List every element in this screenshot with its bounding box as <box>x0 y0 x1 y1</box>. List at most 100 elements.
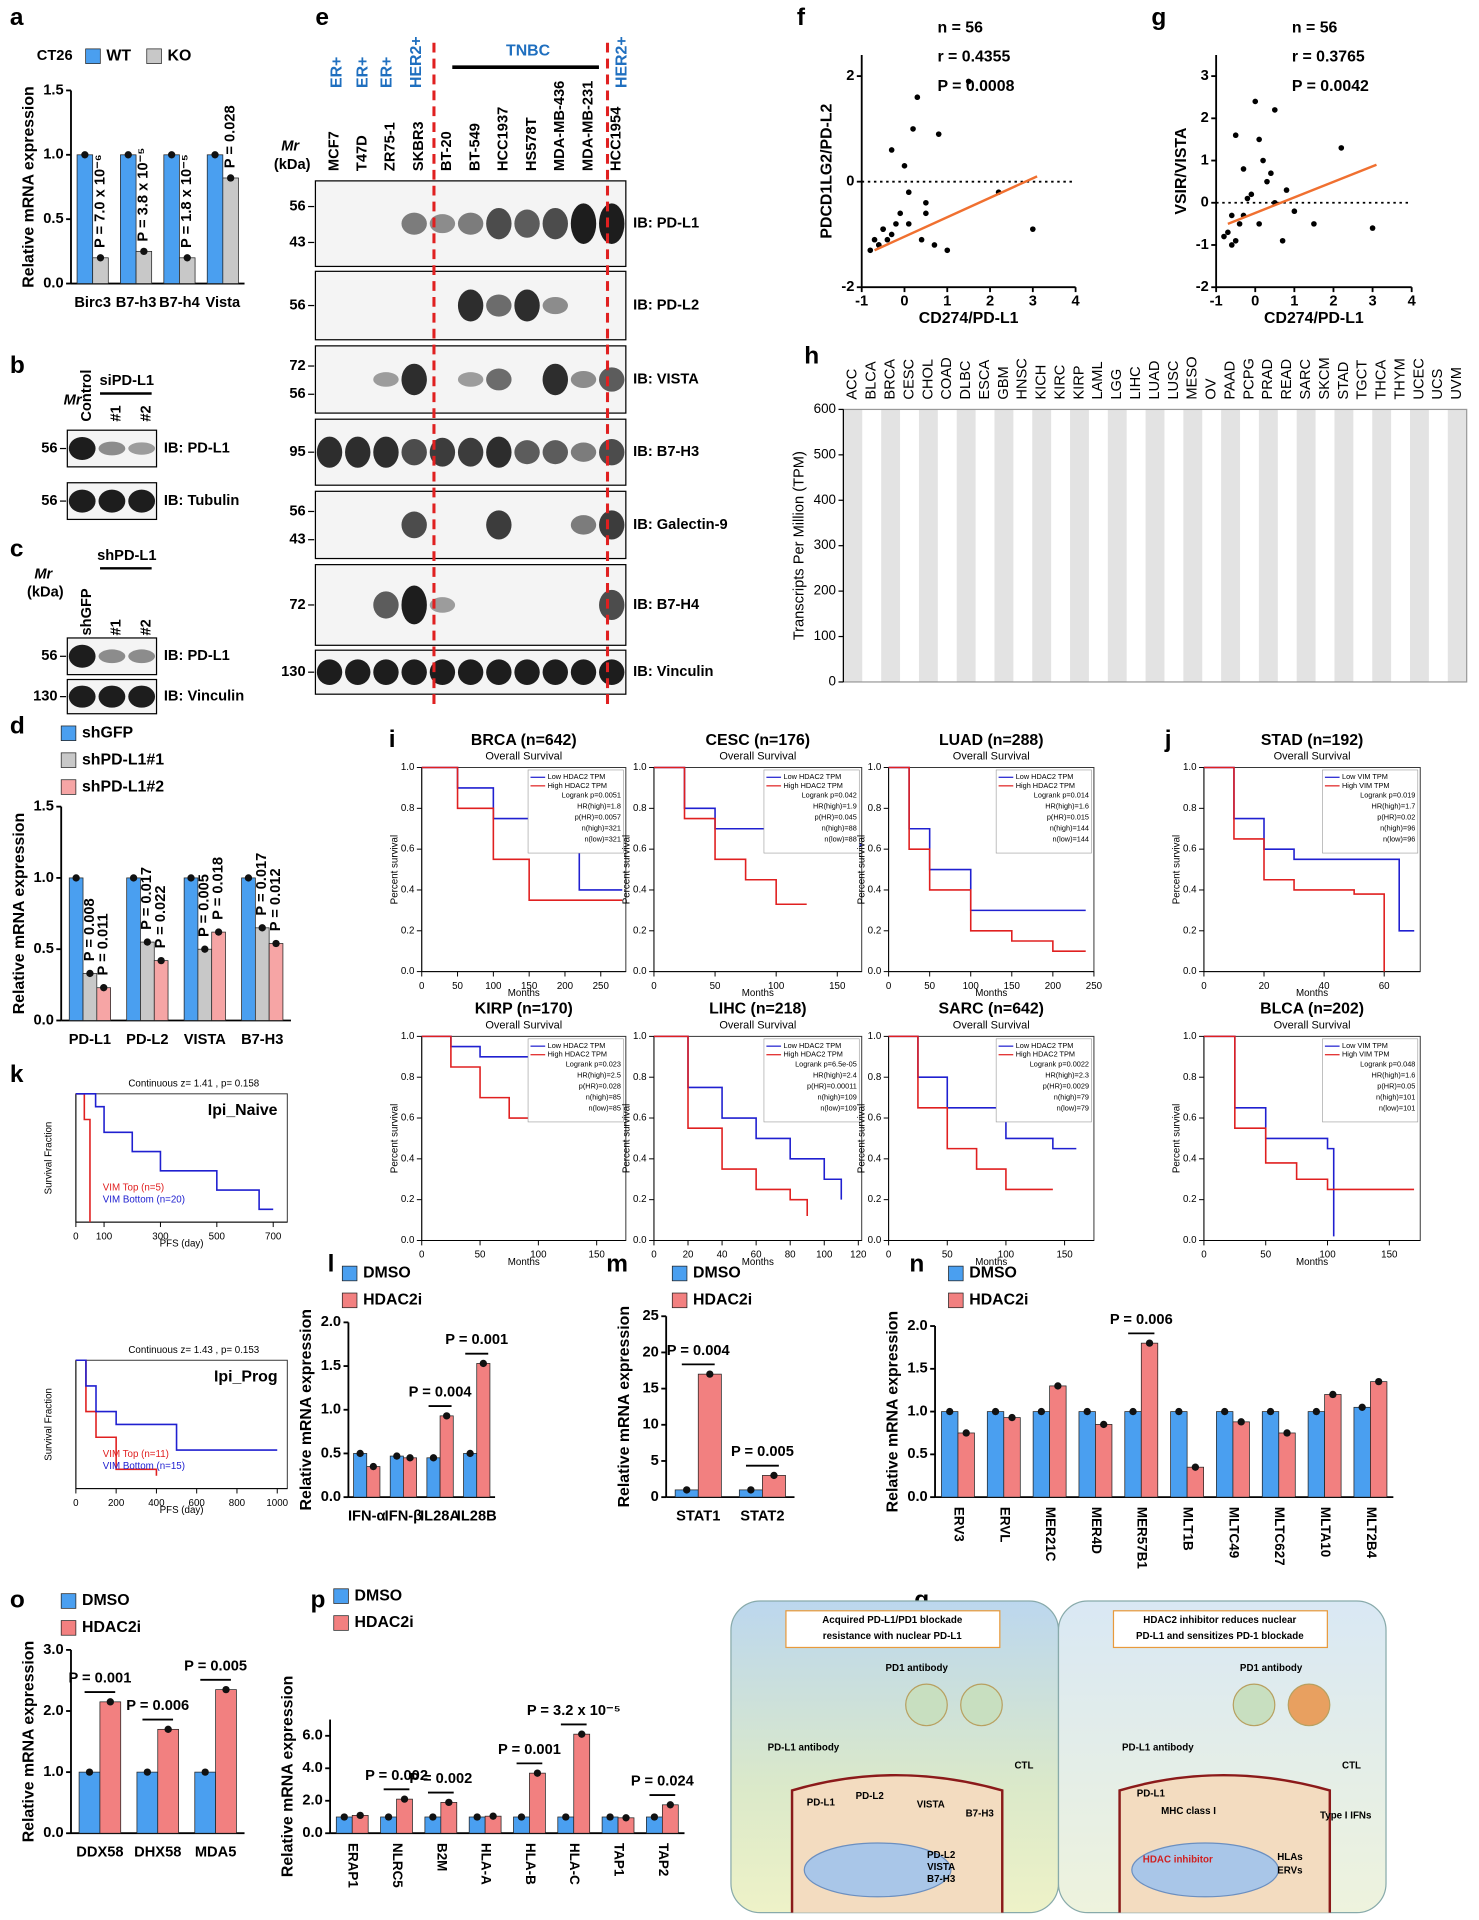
legend-label: High HDAC2 TPM <box>1016 1050 1075 1059</box>
legend-swatch <box>333 1588 349 1604</box>
legend-label: High HDAC2 TPM <box>783 781 842 790</box>
legend-label: High HDAC2 TPM <box>783 1050 842 1059</box>
x-tick-label: LAML <box>1090 361 1106 399</box>
bar-dot <box>1083 1407 1091 1416</box>
legend-stat: HR(high)=1.6 <box>1372 1070 1416 1079</box>
blot-band <box>514 289 540 322</box>
x-tick-label: 0 <box>886 1250 892 1261</box>
y-tick-label: 0.0 <box>633 1235 647 1246</box>
y-axis-label: Survival Fraction <box>44 1388 55 1461</box>
survival-curve <box>75 1093 274 1211</box>
lane-label: SKBR3 <box>411 121 427 171</box>
y-tick-label: 0.8 <box>1183 1072 1197 1083</box>
bar-dot <box>183 254 191 262</box>
panel-label: o <box>10 1586 25 1613</box>
bar-dot <box>562 1813 570 1821</box>
legend-stat: n(high)=109 <box>817 1092 856 1101</box>
p-value: P = 0.002 <box>409 1771 472 1787</box>
x-tick-label: LIHC <box>1128 366 1144 400</box>
category-band <box>1372 409 1392 682</box>
legend-box <box>527 769 624 854</box>
legend-stat: p(HR)=0.02 <box>1377 813 1415 822</box>
bar <box>439 1415 454 1498</box>
y-tick-label: 0 <box>1201 195 1209 211</box>
x-tick-label: VISTA <box>184 1032 226 1048</box>
y-tick-label: 0.5 <box>907 1446 927 1462</box>
y-tick-label: 0.8 <box>868 803 882 814</box>
legend-label: Low HDAC2 TPM <box>1016 1041 1074 1050</box>
bar <box>1216 1411 1234 1498</box>
bar-dot <box>650 1813 659 1821</box>
bar-dot <box>429 1813 437 1821</box>
y-tick-label: 0.5 <box>33 941 53 957</box>
x-tick-label: 60 <box>1379 981 1390 992</box>
x-tick-label: 250 <box>1086 981 1103 992</box>
y-tick-label: 0.2 <box>633 925 647 936</box>
y-tick-label: 0.6 <box>868 1113 882 1124</box>
x-tick-label: ERV3 <box>951 1507 966 1542</box>
bar <box>941 1411 959 1498</box>
y-tick-label: 0.8 <box>868 1072 882 1083</box>
blot-band <box>98 489 126 513</box>
bar <box>403 1457 417 1498</box>
y-tick-label: 0.2 <box>1183 925 1197 936</box>
x-tick-label: IFN-α <box>348 1509 386 1525</box>
point <box>871 236 878 243</box>
bar-dot <box>211 151 219 159</box>
y-tick-label: 0.6 <box>401 844 415 855</box>
bar <box>222 177 239 284</box>
legend-swatch <box>333 1615 349 1631</box>
bar-dot <box>96 254 105 262</box>
point <box>905 189 912 196</box>
x-axis-label: CD274/PD-L1 <box>919 310 1019 327</box>
x-tick-label: 0 <box>1251 294 1259 310</box>
blot-label: IB: PD-L1 <box>164 648 230 664</box>
chart-subtitle: Overall Survival <box>953 1019 1030 1031</box>
x-tick-label: KIRC <box>1052 364 1068 399</box>
blot-label: IB: VISTA <box>633 371 699 387</box>
blot-panel <box>314 345 627 414</box>
y-tick-label: 0.2 <box>401 1194 415 1205</box>
marker-label: 56 <box>41 648 57 664</box>
bar <box>1049 1385 1067 1498</box>
x-tick-label: 200 <box>557 981 574 992</box>
legend-title: CT26 <box>37 48 73 64</box>
bar <box>215 1689 237 1834</box>
legend-label: Low HDAC2 TPM <box>548 772 606 781</box>
diagram-label: CTL <box>1014 1761 1033 1772</box>
annotation: n = 56 <box>1292 19 1338 36</box>
p-value: P = 7.0 x 10⁻⁶ <box>92 154 108 248</box>
y-axis-label: Percent survival <box>622 835 633 904</box>
bar-dot <box>100 984 108 992</box>
blot-band <box>599 367 625 392</box>
category-band <box>1296 409 1316 682</box>
bar-dot <box>143 1768 152 1776</box>
y-tick-label: 0.6 <box>401 1113 415 1124</box>
p-value: P = 0.022 <box>153 885 169 948</box>
bar-dot <box>991 1407 1000 1416</box>
blot-band <box>486 294 512 317</box>
y-tick-label: 0.0 <box>43 275 63 291</box>
legend-label: DMSO <box>969 1265 1017 1282</box>
blot-band <box>486 368 512 391</box>
panel-label: g <box>1151 4 1166 31</box>
x-tick-label: -1 <box>855 294 868 310</box>
y-tick-label: 1.0 <box>907 1403 927 1419</box>
point <box>1030 226 1036 232</box>
chart-subtitle: Overall Survival <box>719 1019 796 1031</box>
x-tick-label: THYM <box>1392 358 1408 400</box>
bar-dot <box>124 151 132 159</box>
bar-dot <box>187 874 195 882</box>
point <box>1256 136 1262 143</box>
point <box>1369 225 1376 231</box>
y-axis-label: Relative mRNA expression <box>298 1309 315 1510</box>
y-tick-label: 0.5 <box>321 1445 341 1461</box>
y-tick-label: 1.5 <box>43 82 63 98</box>
x-tick-label: HLA-B <box>523 1843 538 1885</box>
bar <box>120 154 137 284</box>
y-tick-label: 0.8 <box>633 1072 647 1083</box>
legend-swatch <box>60 752 77 768</box>
bar <box>1095 1424 1113 1498</box>
lane-label: BT-549 <box>467 123 483 171</box>
blot-band <box>401 585 427 625</box>
